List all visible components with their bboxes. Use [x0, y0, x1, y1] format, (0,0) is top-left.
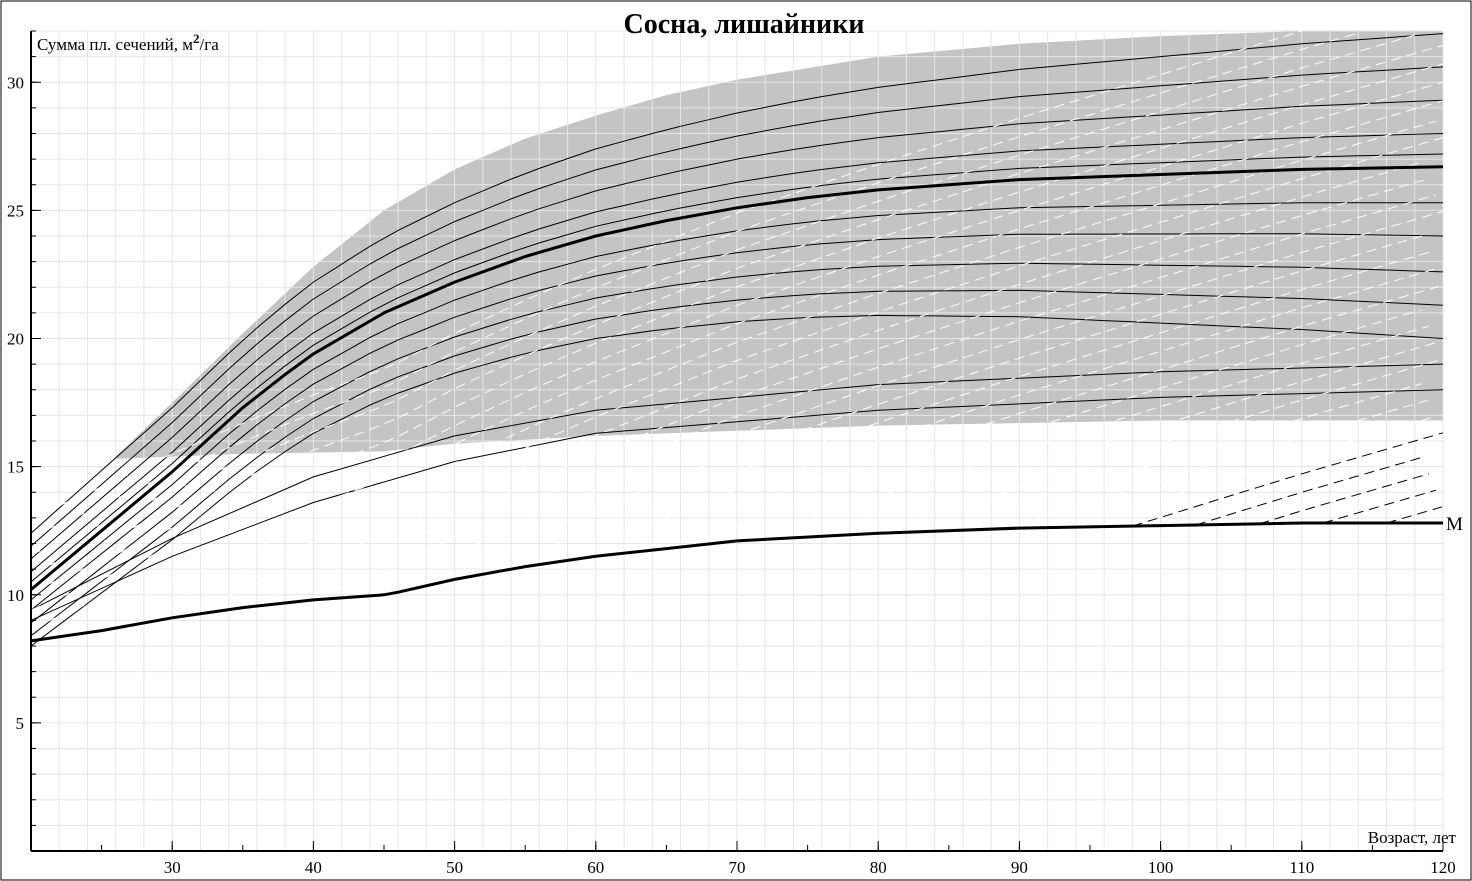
dashed-guide-line — [369, 210, 1444, 597]
x-tick-label: 120 — [1430, 858, 1456, 877]
series-line-2 — [30, 521, 1443, 643]
x-tick-label: 50 — [446, 858, 463, 877]
dashed-guide-line — [687, 309, 1422, 547]
grid-layer — [30, 30, 1444, 852]
x-tick-label: 110 — [1289, 858, 1314, 877]
family-curve — [30, 153, 1444, 583]
dashed-guide-line — [1259, 473, 1430, 525]
y-axis-label-superscript: 2 — [193, 31, 200, 46]
dashed-guide-line — [814, 342, 1437, 538]
dashed-guide-line — [941, 383, 1422, 532]
family-curve-lower — [30, 389, 1444, 621]
family-curve — [30, 133, 1444, 573]
x-tick-label: 70 — [729, 858, 746, 877]
x-tick-label: 80 — [870, 858, 887, 877]
dashed-guide-line — [1386, 506, 1444, 524]
family-curve-lower — [30, 363, 1444, 611]
x-tick-label: 30 — [164, 858, 181, 877]
dashed-guide-line — [1195, 456, 1422, 526]
dashed-guide-line — [30, 32, 1359, 537]
y-axis-label: Сумма пл. сечений, м2/га — [37, 31, 219, 54]
family-curve — [30, 262, 1444, 624]
dashed-guide-line — [750, 325, 1430, 541]
family-curve — [30, 233, 1444, 611]
family-curve — [30, 33, 1444, 534]
series-layer: М — [30, 165, 1463, 643]
dashed-guide-line — [623, 284, 1444, 554]
series-line-1 — [30, 165, 1444, 591]
x-tick-label: 90 — [1011, 858, 1028, 877]
dashed-guide-line — [115, 137, 1444, 629]
tick-labels-layer: 30 40 50 60 70 80 90 100 110 120 5 10 15 20 25 30 — [7, 73, 1456, 877]
dashed-guide-line — [52, 120, 1437, 639]
dashed-guide-line — [30, 100, 1444, 630]
dashed-guide-line — [179, 161, 1422, 618]
family-curve — [30, 66, 1444, 547]
y-tick-label: 15 — [7, 458, 24, 477]
x-tick-label: 60 — [587, 858, 604, 877]
fan-lines-layer — [30, 30, 1444, 647]
shaded-band — [115, 31, 1444, 459]
dashed-guide-line — [878, 358, 1444, 534]
dashed-guide-line — [433, 235, 1422, 585]
series-label-2: М — [1446, 514, 1463, 535]
x-axis-label: Возраст, лет — [1368, 828, 1457, 847]
dashed-guide-line — [30, 44, 1444, 574]
family-curve — [30, 99, 1444, 560]
shaded-band-layer — [115, 31, 1444, 459]
dashed-guide-line — [1132, 432, 1444, 527]
y-tick-label: 25 — [7, 201, 24, 220]
dashed-guide-line — [30, 34, 1415, 556]
dashed-guide-line — [1068, 415, 1437, 528]
family-curve — [30, 314, 1444, 647]
y-tick-label: 30 — [7, 73, 24, 92]
dashed-guide-line — [30, 63, 1444, 593]
dashed-guide-line — [1322, 489, 1437, 524]
dashed-guide-line — [30, 30, 1302, 519]
dashed-guide-line — [306, 194, 1437, 602]
dashed-guide-line — [1005, 399, 1430, 530]
y-axis-label-text: Сумма пл. сечений, м — [37, 35, 193, 54]
y-axis-label-unit: /га — [200, 35, 220, 54]
dashed-guide-line — [30, 81, 1444, 611]
y-tick-label: 10 — [7, 586, 24, 605]
dashed-guide-line — [560, 268, 1437, 562]
x-tick-label: 100 — [1148, 858, 1174, 877]
x-tick-label: 40 — [305, 858, 322, 877]
dashed-guide-line — [496, 251, 1430, 573]
dashed-guide-line — [242, 178, 1430, 609]
chart-title: Сосна, лишайники — [624, 9, 865, 40]
y-tick-label: 20 — [7, 330, 24, 349]
y-tick-label: 5 — [16, 714, 25, 733]
